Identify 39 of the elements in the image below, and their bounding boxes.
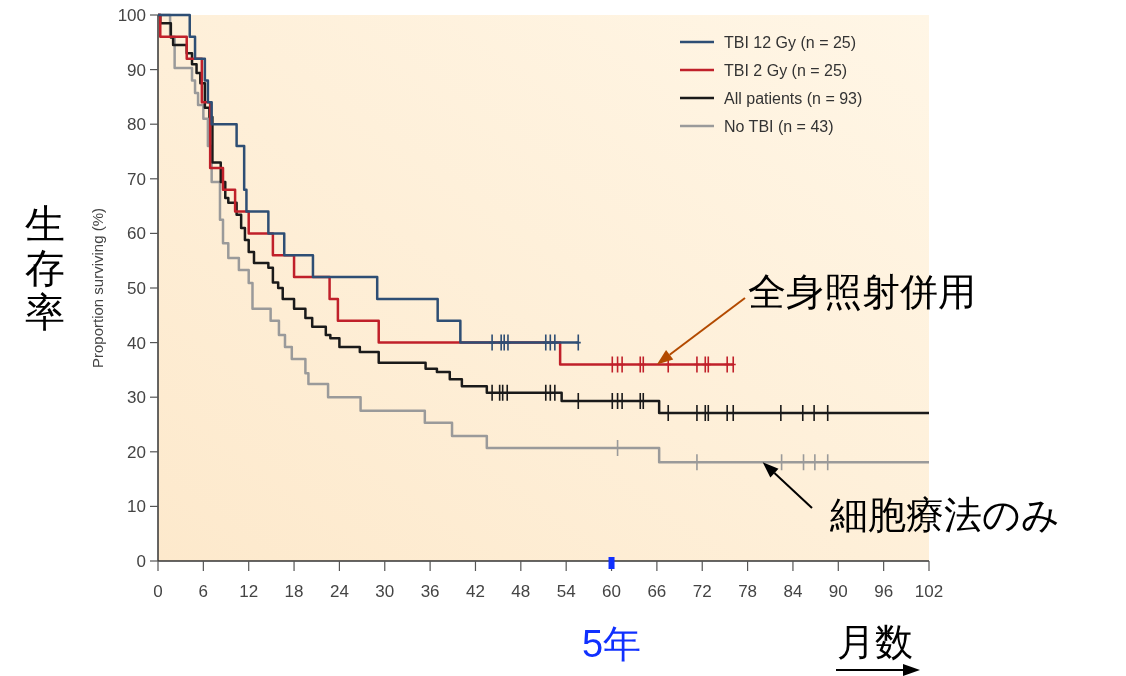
x-tick-label: 96 — [874, 582, 894, 601]
x-axis-title: 月数 — [837, 621, 913, 663]
y-tick-label: 20 — [127, 442, 146, 462]
x-tick-label: 102 — [914, 582, 944, 601]
x-tick-label: 90 — [828, 582, 848, 601]
annotation: 5年 — [581, 623, 642, 665]
x-tick-label: 66 — [647, 582, 667, 601]
x-tick-label: 72 — [692, 582, 712, 601]
x-tick-label: 36 — [420, 582, 440, 601]
y-tick-label: 30 — [127, 388, 146, 408]
x-tick-label: 54 — [556, 582, 576, 601]
legend-label: TBI 12 Gy (n = 25) — [724, 34, 857, 51]
y-tick-label: 100 — [117, 6, 146, 25]
x-tick-label: 48 — [511, 582, 531, 601]
y-tick-label: 40 — [127, 333, 146, 353]
y-tick-label: 90 — [127, 60, 146, 80]
y-tick-label: 80 — [127, 115, 146, 135]
x-tick-label: 18 — [284, 582, 304, 601]
y-tick-label: 0 — [136, 552, 146, 571]
x-tick-label: 60 — [602, 582, 621, 601]
x-tick-label: 30 — [375, 582, 395, 601]
y-tick-label: 50 — [127, 279, 146, 298]
legend-label: TBI 2 Gy (n = 25) — [724, 62, 848, 79]
x-tick-label: 78 — [738, 582, 758, 601]
x-tick-label: 0 — [153, 582, 163, 601]
annotation: 細胞療法のみ — [829, 494, 1060, 536]
y-axis-title: Proportion surviving (%) — [89, 207, 106, 369]
x-tick-label: 84 — [783, 582, 803, 601]
y-tick-label: 10 — [127, 497, 146, 517]
x-tick-label: 24 — [329, 582, 349, 601]
legend-label: No TBI (n = 43) — [724, 118, 834, 135]
legend-label: All patients (n = 93) — [724, 90, 863, 107]
x-tick-label: 6 — [198, 582, 209, 601]
text: 生存率 — [25, 202, 65, 334]
annotation: 全身照射併用 — [748, 271, 976, 313]
y-tick-label: 60 — [127, 224, 146, 244]
x-tick-label: 42 — [466, 582, 485, 601]
x-tick-label: 12 — [239, 582, 259, 601]
y-tick-label: 70 — [127, 169, 146, 189]
